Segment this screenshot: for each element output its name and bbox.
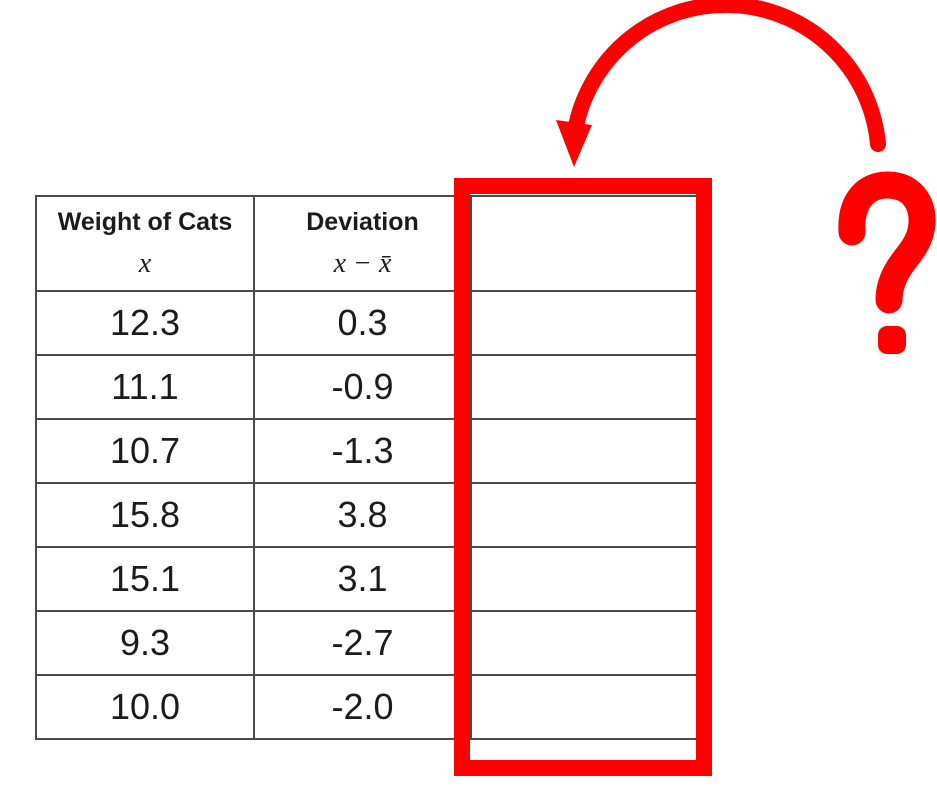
deviation-cell: -1.3 [253, 418, 472, 484]
curved-arrow-head [556, 120, 592, 167]
weight-cell: 10.0 [35, 674, 255, 740]
weight-cell: 15.8 [35, 482, 255, 548]
deviation-cell: -0.9 [253, 354, 472, 420]
question-mark-icon [838, 171, 936, 354]
empty-answer-cell [470, 482, 699, 548]
deviation-cell: -2.0 [253, 674, 472, 740]
table-row: 15.1 3.1 [35, 546, 699, 612]
empty-answer-cell [470, 674, 699, 740]
curved-arrow-shaft [567, 0, 886, 152]
deviation-cell: 3.8 [253, 482, 472, 548]
deviation-cell: 0.3 [253, 290, 472, 356]
col-header-weight: Weight of Cats x [35, 195, 255, 292]
col-header-deviation-title: Deviation [306, 208, 419, 237]
table-row: 15.8 3.8 [35, 482, 699, 548]
curved-arrow-icon [556, 0, 886, 167]
table-row: 9.3 -2.7 [35, 610, 699, 676]
deviation-cell: 3.1 [253, 546, 472, 612]
deviation-cell: -2.7 [253, 610, 472, 676]
col-header-deviation-formula: x − x̄ [333, 247, 392, 279]
weight-cell: 12.3 [35, 290, 255, 356]
table-row: 10.7 -1.3 [35, 418, 699, 484]
empty-answer-cell [470, 354, 699, 420]
col-header-deviation: Deviation x − x̄ [253, 195, 472, 292]
question-mark-dot [878, 326, 906, 354]
weight-cell: 15.1 [35, 546, 255, 612]
table-row: 11.1 -0.9 [35, 354, 699, 420]
table-row: 12.3 0.3 [35, 290, 699, 356]
weight-cell: 10.7 [35, 418, 255, 484]
empty-answer-cell [470, 290, 699, 356]
table-body: 12.3 0.3 11.1 -0.9 10.7 -1.3 15.8 3.8 15.1 3.1 9.3… [35, 290, 699, 740]
empty-answer-cell [470, 546, 699, 612]
weight-cell: 11.1 [35, 354, 255, 420]
empty-answer-cell [470, 418, 699, 484]
empty-answer-cell [470, 610, 699, 676]
question-mark-hook [838, 171, 936, 314]
col-header-weight-title: Weight of Cats [57, 208, 233, 237]
weight-cell: 9.3 [35, 610, 255, 676]
table-row: 10.0 -2.0 [35, 674, 699, 740]
col-header-weight-formula: x [138, 247, 152, 279]
highlight-box [454, 178, 712, 776]
cat-weights-table: Weight of Cats x Deviation x − x̄ 12.3 0.… [35, 195, 699, 740]
